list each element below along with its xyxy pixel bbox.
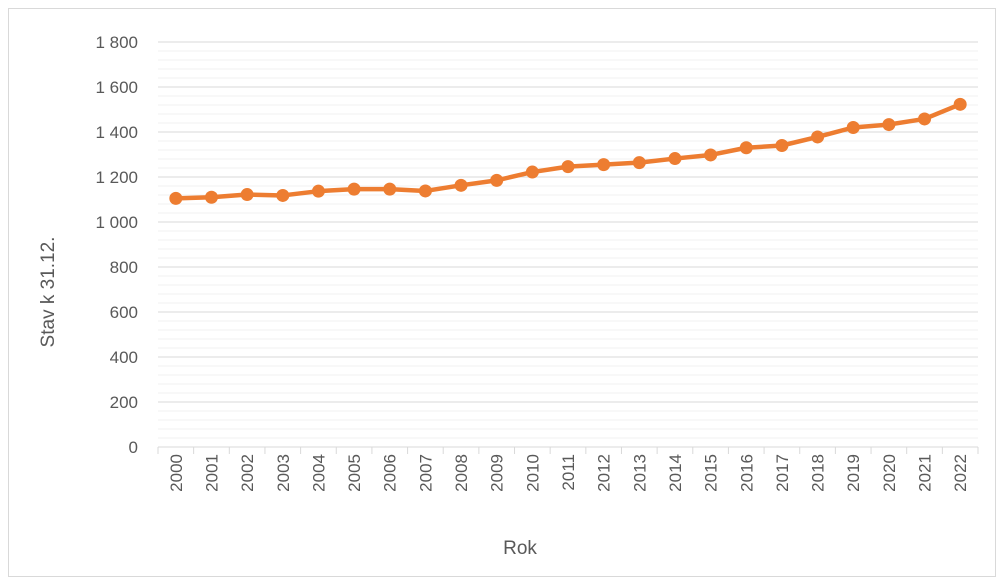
data-point [846, 121, 860, 134]
data-point [882, 118, 896, 132]
data-point [276, 188, 290, 202]
y-axis-title: Stav k 31.12. [38, 237, 59, 348]
x-tick-label: 2006 [381, 454, 400, 492]
x-axis-tick-labels: 2000 2001 2002 2003 2004 2005 2006 2007 2008 2009… [167, 454, 970, 492]
data-point [811, 130, 825, 144]
data-point [525, 165, 539, 179]
y-tick-label: 200 [110, 393, 138, 412]
x-tick-label: 2004 [309, 454, 328, 492]
data-point [347, 182, 361, 196]
x-tick-label: 2021 [916, 454, 935, 492]
x-tick-label: 2010 [523, 454, 542, 492]
y-tick-label: 1 800 [95, 33, 138, 52]
y-tick-label: 1 600 [95, 78, 138, 97]
x-tick-label: 2017 [773, 454, 792, 492]
series-line-group [169, 97, 967, 205]
data-point [169, 191, 183, 205]
x-tick-label: 2001 [202, 454, 221, 492]
y-tick-label: 1 200 [95, 168, 138, 187]
data-point [739, 141, 753, 155]
x-tick-label: 2014 [666, 454, 685, 492]
x-tick-label: 2020 [880, 454, 899, 492]
x-axis-title: Rok [503, 538, 537, 559]
x-tick-label: 2009 [488, 454, 507, 492]
x-tick-label: 2018 [809, 454, 828, 492]
data-point [454, 178, 468, 192]
series-line [173, 102, 963, 201]
data-point [597, 158, 611, 172]
x-tick-label: 2005 [345, 454, 364, 492]
x-axis [157, 446, 979, 454]
x-tick-label: 2013 [630, 454, 649, 492]
major-gridlines [158, 41, 978, 403]
x-tick-label: 2002 [238, 454, 257, 492]
data-point [383, 182, 397, 196]
x-tick-label: 2012 [595, 454, 614, 492]
y-tick-label: 600 [110, 303, 138, 322]
x-tick-label: 2016 [737, 454, 756, 492]
x-tick-label: 2000 [167, 454, 186, 492]
data-point [918, 112, 932, 126]
data-point [204, 190, 218, 204]
data-point [632, 156, 646, 170]
data-point [668, 152, 682, 166]
x-tick-label: 2007 [416, 454, 435, 492]
x-tick-label: 2008 [452, 454, 471, 492]
minor-gridlines [158, 50, 978, 439]
data-point [311, 184, 325, 198]
y-tick-label: 800 [110, 258, 138, 277]
data-point [561, 160, 575, 174]
x-tick-label: 2011 [559, 454, 578, 491]
y-tick-label: 1 400 [95, 123, 138, 142]
data-point [418, 184, 432, 198]
x-tick-label: 2015 [702, 454, 721, 492]
x-tick-label: 2019 [844, 454, 863, 492]
y-tick-label: 0 [129, 438, 138, 457]
data-point [704, 148, 718, 162]
data-point [775, 139, 789, 152]
data-point [953, 97, 967, 111]
data-point [490, 173, 504, 187]
y-tick-label: 400 [110, 348, 138, 367]
y-axis-tick-labels: 0 200 400 600 800 1 000 1 200 1 400 1 600 1 800 [95, 33, 138, 457]
x-tick-label: 2022 [951, 454, 970, 492]
data-point [240, 188, 254, 202]
x-tick-label: 2003 [274, 454, 293, 492]
y-tick-label: 1 000 [95, 213, 138, 232]
chart-area [8, 8, 996, 577]
